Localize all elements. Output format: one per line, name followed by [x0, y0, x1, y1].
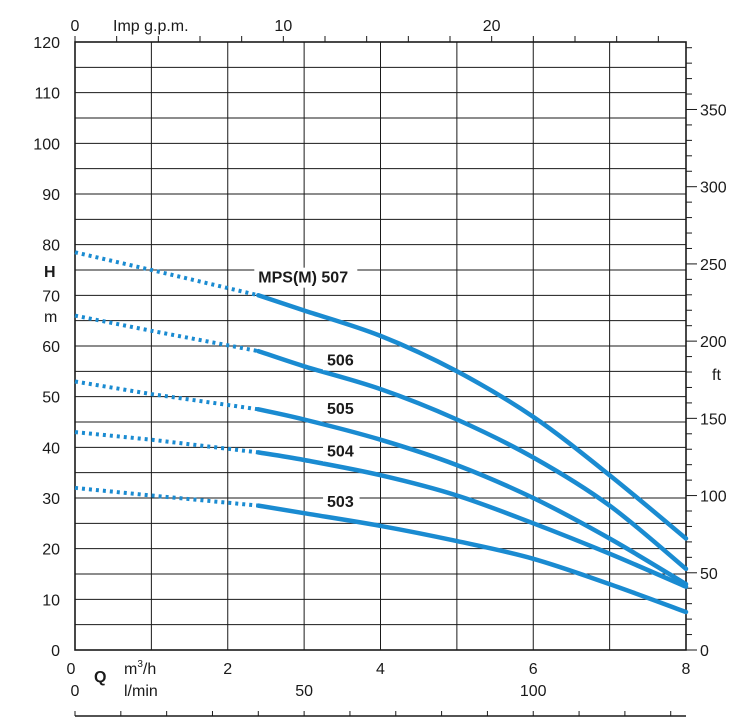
series-label-bg-4	[323, 492, 360, 513]
series-label-0: MPS(M) 507	[258, 270, 348, 287]
series-dotted-2	[74, 379, 259, 412]
y-tick-label: 70	[42, 288, 60, 305]
series-line-4	[256, 503, 689, 615]
right-tick-label: 0	[700, 643, 709, 660]
series-dotted-3	[74, 430, 259, 455]
series-dotted-0	[74, 250, 259, 298]
lmin-tick-label: 50	[295, 683, 313, 700]
series-label-bg-2	[323, 398, 360, 419]
y-tick-label: 20	[42, 542, 60, 559]
series-label-1: 506	[327, 352, 354, 369]
right-tick-label: 250	[700, 257, 727, 274]
lmin-tick-label: 100	[520, 683, 547, 700]
y-tick-label: 120	[33, 35, 60, 52]
right-tick-label: 50	[700, 566, 718, 583]
y-tick-label: 50	[42, 390, 60, 407]
series-label-4: 503	[327, 494, 354, 511]
y-tick-label: 30	[42, 491, 60, 508]
plot-frame	[74, 41, 687, 651]
series-label-bg-1	[323, 350, 360, 371]
top-tick-label: 0	[71, 18, 80, 35]
axis-labels: H m ft Imp g.p.m. Q m3/h l/min	[44, 18, 721, 700]
y-axis-unit: m	[44, 309, 57, 326]
y-tick-label: 10	[42, 592, 60, 609]
series-line-3	[256, 450, 689, 589]
series-line-0	[256, 293, 689, 541]
y-tick-label: 60	[42, 339, 60, 356]
curves: MPS(M) 507 506 505 504 503	[74, 250, 689, 615]
y-tick-label: 90	[42, 187, 60, 204]
series-label-bg-0	[254, 267, 358, 288]
right-tick-label: 300	[700, 180, 727, 197]
x-tick-label: 2	[223, 661, 232, 678]
series-dotted-4	[74, 485, 259, 508]
y-tick-label: 80	[42, 238, 60, 255]
right-tick-label: 200	[700, 334, 727, 351]
right-tick-label: 100	[700, 489, 727, 506]
series-label-2: 505	[327, 401, 354, 418]
series-dotted-1	[74, 313, 259, 354]
right-tick-label: 350	[700, 102, 727, 119]
x-tick-label: 6	[529, 661, 538, 678]
top-tick-label: 20	[483, 18, 501, 35]
right-axis-unit: ft	[712, 367, 721, 384]
y-tick-label: 110	[34, 86, 60, 103]
lmin-axis-unit: l/min	[124, 683, 158, 700]
y-axis-title: H	[44, 264, 56, 281]
series-label-bg-3	[323, 441, 360, 462]
series-label-3: 504	[327, 443, 354, 460]
series-line-1	[256, 348, 689, 572]
series-line-2	[256, 407, 689, 587]
x-tick-label: 4	[376, 661, 385, 678]
top-tick-label: 10	[274, 18, 292, 35]
x-axis-unit: m3/h	[124, 659, 156, 678]
x-tick-label: 8	[682, 661, 691, 678]
y-tick-label: 0	[51, 643, 60, 660]
grid: 0102030405060708090100110120050100150200…	[33, 18, 727, 717]
x-axis-title: Q	[94, 669, 106, 686]
top-axis-unit: Imp g.p.m.	[113, 18, 189, 35]
lmin-tick-label: 0	[71, 683, 80, 700]
right-tick-label: 150	[700, 411, 727, 428]
y-tick-label: 100	[33, 136, 60, 153]
x-tick-label: 0	[67, 661, 76, 678]
y-tick-label: 40	[42, 440, 60, 457]
